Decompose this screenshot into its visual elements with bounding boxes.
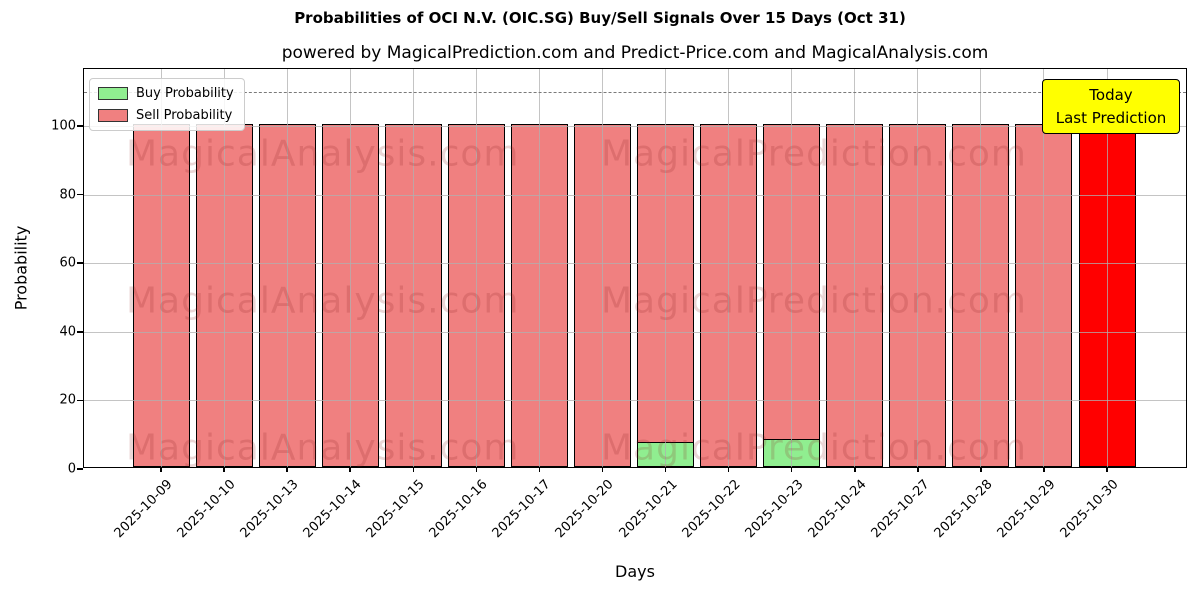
x-tick: [854, 467, 856, 472]
y-tick: [77, 468, 83, 470]
vertical-gridline: [1043, 69, 1045, 467]
watermark-text: MagicalPrediction.com: [601, 133, 1027, 175]
x-tick: [223, 467, 225, 472]
vertical-gridline: [412, 69, 414, 467]
x-tick: [601, 467, 604, 472]
today-annotation-line2: Last Prediction: [1055, 108, 1167, 127]
x-tick: [475, 467, 478, 472]
x-tick-label: 2025-10-22: [679, 477, 744, 542]
x-tick: [790, 467, 793, 472]
horizontal-gridline: [84, 125, 1186, 127]
y-tick-label: 100: [51, 118, 76, 134]
today-annotation-line1: Today: [1089, 86, 1133, 104]
horizontal-gridline: [84, 331, 1186, 333]
watermark-text: MagicalAnalysis.com: [126, 280, 520, 322]
x-tick-label: 2025-10-24: [805, 477, 870, 542]
vertical-gridline: [917, 69, 919, 467]
x-tick-label: 2025-10-17: [489, 477, 555, 542]
buy-color-swatch: [98, 87, 128, 100]
y-tick-label: 0: [67, 461, 76, 477]
legend-label-buy: Buy Probability: [136, 86, 234, 101]
x-tick: [349, 467, 351, 472]
x-tick-label: 2025-10-16: [426, 477, 491, 542]
x-tick-label: 2025-10-13: [237, 477, 302, 542]
x-tick-label: 2025-10-14: [300, 477, 365, 542]
y-tick-label: 40: [59, 324, 76, 340]
y-tick-label: 20: [59, 392, 76, 408]
watermark-text: MagicalPrediction.com: [601, 280, 1027, 322]
vertical-gridline: [980, 69, 982, 467]
y-tick: [77, 125, 83, 127]
dashed-threshold-line: [84, 91, 1186, 93]
x-tick: [727, 467, 730, 472]
x-tick-label: 2025-10-28: [931, 477, 996, 542]
vertical-gridline: [791, 69, 793, 467]
legend-item-sell: Sell Probability: [98, 108, 234, 123]
y-tick: [77, 193, 83, 196]
vertical-gridline: [728, 69, 730, 467]
x-tick-label: 2025-10-30: [1057, 477, 1122, 542]
watermark-text: MagicalAnalysis.com: [126, 133, 520, 175]
x-tick-label: 2025-10-21: [616, 477, 681, 542]
x-tick-label: 2025-10-27: [868, 477, 933, 542]
y-tick-label: 80: [59, 187, 76, 203]
x-tick: [664, 467, 667, 472]
today-annotation: Today Last Prediction: [1042, 79, 1180, 134]
watermark-text: MagicalPrediction.com: [601, 427, 1027, 469]
x-tick: [1043, 467, 1045, 472]
vertical-gridline: [286, 69, 288, 467]
y-tick: [77, 262, 83, 264]
vertical-gridline: [854, 69, 856, 467]
plot-area: Buy Probability Sell Probability Today L…: [51, 68, 1187, 541]
y-axis-label: Probability: [11, 225, 31, 311]
x-tick: [412, 467, 415, 472]
vertical-gridline: [223, 69, 225, 467]
vertical-gridline: [538, 69, 540, 467]
y-tick-label: 60: [59, 255, 76, 271]
x-axis-label: Days: [615, 562, 655, 581]
vertical-gridline: [665, 69, 667, 467]
vertical-gridline: [160, 69, 162, 467]
watermark-text: MagicalAnalysis.com: [126, 427, 520, 469]
chart-title: Probabilities of OCI N.V. (OIC.SG) Buy/S…: [294, 9, 906, 27]
x-tick-label: 2025-10-23: [742, 477, 807, 542]
legend-label-sell: Sell Probability: [136, 108, 233, 123]
x-tick-label: 2025-10-10: [174, 477, 239, 542]
x-tick: [160, 467, 162, 472]
vertical-gridline: [1106, 69, 1108, 467]
y-tick: [77, 399, 83, 402]
horizontal-gridline: [84, 263, 1186, 265]
vertical-gridline: [475, 69, 477, 467]
sell-color-swatch: [98, 109, 128, 122]
x-tick-label: 2025-10-15: [363, 477, 428, 542]
x-tick: [286, 467, 288, 472]
x-tick: [538, 467, 541, 472]
x-tick-label: 2025-10-29: [994, 477, 1059, 542]
x-tick: [1106, 467, 1108, 472]
x-tick: [980, 467, 982, 472]
horizontal-gridline: [84, 400, 1186, 402]
chart-subtitle: powered by MagicalPrediction.com and Pre…: [281, 43, 989, 63]
vertical-gridline: [349, 69, 351, 467]
x-tick-label: 2025-10-09: [111, 477, 176, 542]
y-tick: [77, 331, 83, 333]
vertical-gridline: [601, 69, 603, 467]
chart-legend: Buy Probability Sell Probability: [89, 78, 245, 131]
x-tick: [917, 467, 919, 472]
x-tick-label: 2025-10-20: [553, 477, 618, 542]
legend-item-buy: Buy Probability: [98, 86, 234, 101]
horizontal-gridline: [84, 194, 1186, 196]
